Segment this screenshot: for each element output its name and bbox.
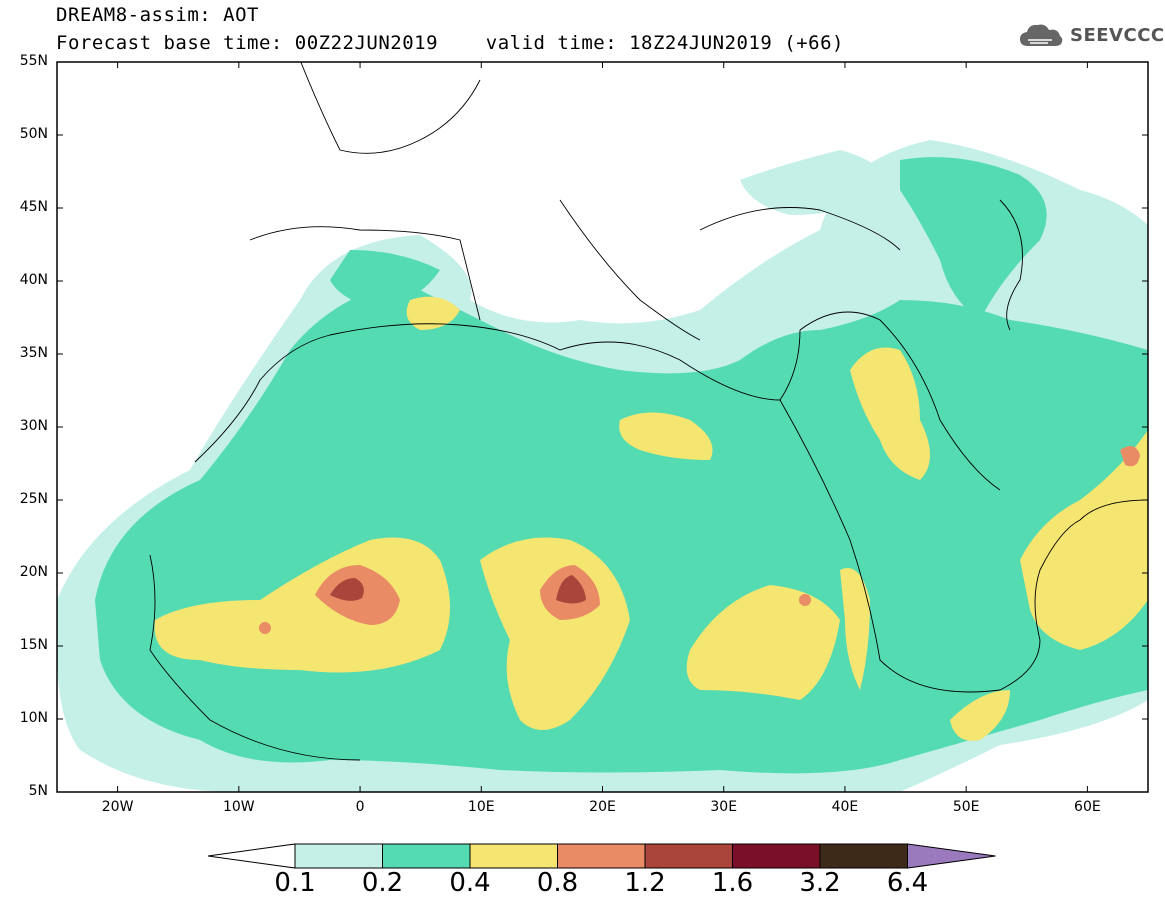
y-tick-label: 25N: [19, 491, 48, 507]
colorbar-label: 0.1: [274, 868, 316, 898]
x-tick-label: 30E: [710, 799, 738, 815]
x-tick-label: 10W: [222, 799, 255, 815]
chart-title: DREAM8-assim: AOT: [56, 4, 259, 26]
aot-band-0.1-caucasus: [740, 150, 900, 215]
y-tick-label: 30N: [19, 418, 48, 434]
colorbar-segment: [469, 843, 558, 869]
colorbar-segment: [819, 843, 908, 869]
x-tick-label: 50E: [952, 799, 980, 815]
aot-spot-0.8-sudan: [799, 594, 811, 606]
x-tick-label: 10E: [467, 799, 495, 815]
seevccc-logo: SEEVCCC: [1018, 22, 1165, 48]
y-tick-label: 55N: [19, 53, 48, 69]
forecast-time-info: Forecast base time: 00Z22JUN2019 valid t…: [56, 32, 844, 54]
y-tick-label: 5N: [28, 783, 48, 799]
colorbar-label: 1.6: [711, 868, 754, 898]
colorbar: [207, 843, 996, 869]
aot-band-0.2-med: [330, 250, 440, 310]
aot-band-0.2-black-sea: [900, 157, 1047, 320]
colorbar-segment: [557, 843, 646, 869]
x-tick-label: 0: [355, 799, 365, 815]
aot-spot-0.8-senegal: [259, 622, 271, 634]
aot-band-0.4-sahel-west: [154, 537, 450, 673]
colorbar-segment: [382, 843, 471, 869]
colorbar-over-arrow: [907, 843, 996, 869]
x-tick-label: 20E: [589, 799, 616, 815]
coastlines: [149, 62, 1148, 761]
colorbar-label: 1.2: [624, 868, 666, 898]
aot-band-0.4-sudan: [686, 585, 840, 700]
aot-band-0.4-arabia: [850, 347, 930, 480]
aot-band-0.4-oman: [1020, 430, 1148, 650]
y-tick-label: 45N: [19, 199, 48, 215]
aot-band-0.4-algeria: [406, 296, 460, 330]
y-tick-label: 15N: [19, 637, 48, 653]
colorbar-label: 0.2: [361, 868, 404, 898]
aot-band-0.4-gulf: [840, 568, 870, 690]
axis-ticks: [57, 61, 1148, 793]
colorbar-label: 0.8: [536, 868, 579, 898]
colorbar-segment: [644, 843, 733, 869]
colorbar-label: 0.4: [449, 868, 491, 898]
aot-band-0.4-libya: [619, 412, 713, 460]
colorbar-segment: [732, 843, 821, 869]
colorbar-segment: [294, 843, 383, 869]
x-tick-label: 20W: [101, 799, 134, 815]
y-tick-label: 35N: [19, 345, 48, 361]
aot-band-0.8-iran: [1120, 446, 1140, 467]
logo-text: SEEVCCC: [1070, 24, 1165, 46]
x-tick-label: 60E: [1074, 799, 1101, 815]
y-tick-label: 10N: [19, 710, 48, 726]
y-tick-label: 40N: [19, 272, 48, 288]
aot-band-0.4-horn: [950, 690, 1010, 741]
aot-band-1.2-mali: [330, 578, 364, 601]
y-tick-label: 50N: [19, 126, 48, 142]
cloud-icon: [1020, 24, 1063, 46]
colorbar-under-arrow: [207, 843, 296, 869]
x-tick-label: 40E: [831, 799, 859, 815]
colorbar-label: 3.2: [799, 868, 841, 898]
y-tick-label: 20N: [19, 564, 48, 580]
colorbar-label: 6.4: [886, 868, 929, 898]
aot-band-1.2-chad: [556, 575, 586, 604]
